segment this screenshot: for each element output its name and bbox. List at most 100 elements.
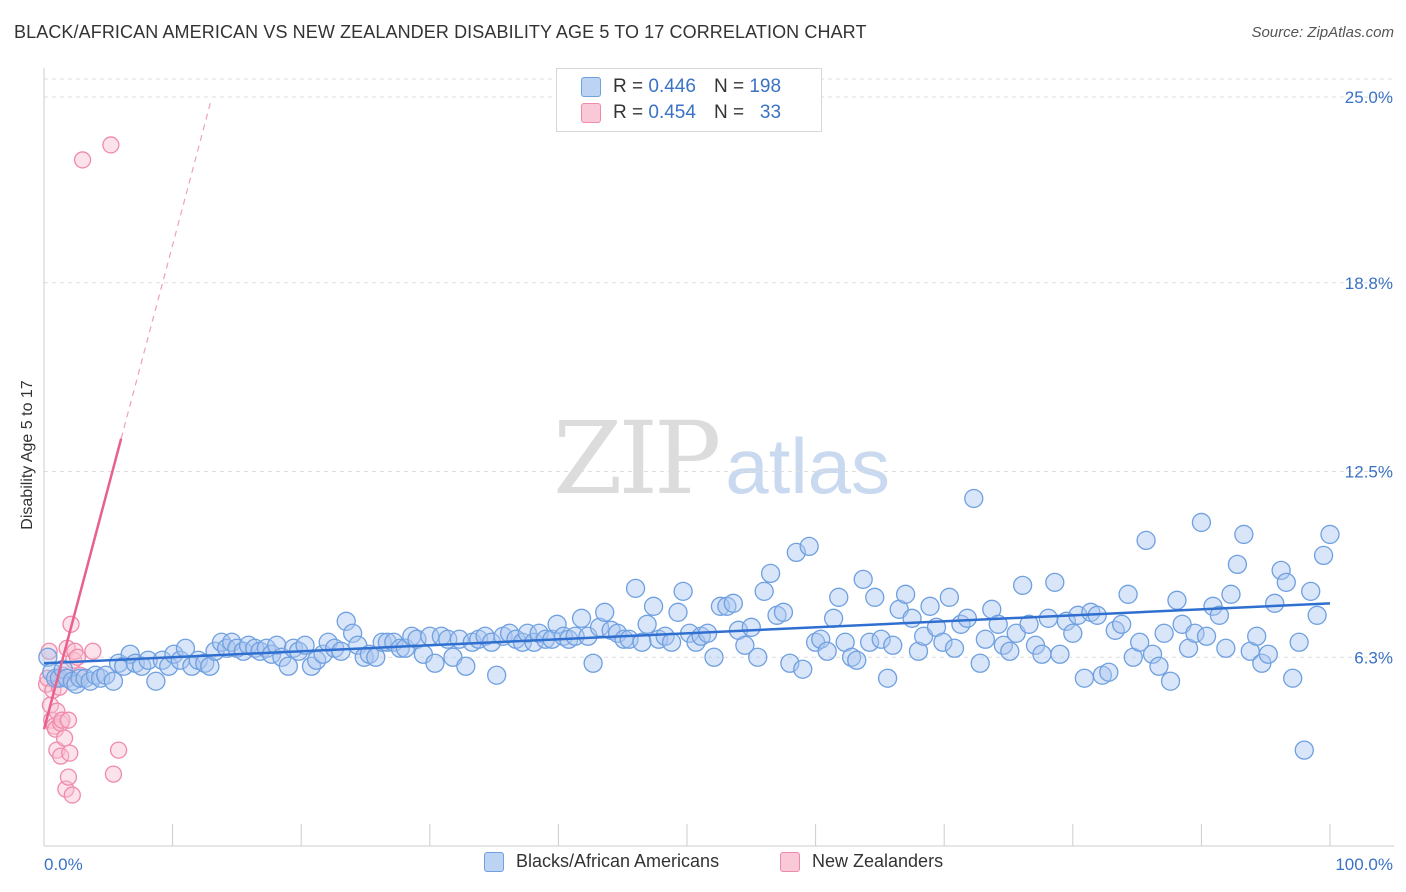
blue-point [871, 629, 891, 649]
blue-point [661, 632, 682, 652]
blue-point [1118, 584, 1138, 604]
blue-point [425, 653, 445, 673]
blue-point [1258, 644, 1278, 664]
pink-point [63, 786, 81, 804]
blue-point [1289, 632, 1309, 652]
blue-point [278, 656, 298, 676]
blue-point [773, 602, 794, 622]
blue-point [1142, 644, 1163, 664]
blue-point [1313, 545, 1334, 566]
blue-point [1045, 572, 1065, 593]
tick-labels: 6.3% 12.5% 18.8% 25.0% 0.0% 100.0% [44, 88, 1393, 874]
trend-line-pink [42, 438, 123, 730]
blue-point [146, 671, 166, 691]
blue-point [331, 641, 351, 661]
blue-point [964, 488, 984, 509]
blue-point [487, 665, 507, 685]
y-tick-label: 6.3% [1354, 648, 1393, 667]
blue-point [1000, 641, 1020, 661]
blue-point [754, 581, 774, 601]
blue-point [811, 629, 831, 649]
blue-point [301, 656, 322, 676]
legend-r-value: 0.446 [648, 76, 696, 97]
blue-point [1196, 626, 1217, 646]
blue-point [735, 635, 755, 655]
blue-point [799, 536, 819, 557]
chart-title: BLACK/AFRICAN AMERICAN VS NEW ZEALANDER … [14, 22, 867, 42]
blue-point [1019, 614, 1039, 634]
blue-point [1307, 605, 1327, 625]
pink-point [55, 729, 74, 747]
blue-point [1012, 575, 1033, 595]
blue-point [342, 623, 363, 643]
y-tick-label: 25.0% [1345, 88, 1393, 107]
legend-row-pink: R = 0.454 N = 33 [581, 101, 781, 125]
blue-point [1191, 512, 1212, 533]
blue-point [1038, 608, 1059, 628]
watermark: ZIP atlas [553, 400, 890, 517]
blue-point [1227, 554, 1248, 575]
chart-source: Source: ZipAtlas.com [1251, 24, 1394, 41]
blue-point [1301, 581, 1321, 601]
blue-point [823, 608, 844, 628]
blue-point [1283, 668, 1303, 688]
blue-point [970, 653, 990, 673]
blue-point [1294, 740, 1314, 760]
blue-point [632, 632, 652, 652]
blue-point [760, 563, 781, 584]
blue-point [1149, 656, 1169, 676]
watermark-atlas: atlas [725, 422, 891, 510]
blue-point [668, 602, 688, 622]
blue-point [1265, 593, 1285, 613]
blue-point [1130, 632, 1150, 652]
series-new-zealanders [37, 136, 128, 804]
blue-point [1247, 626, 1267, 646]
blue-point [793, 659, 813, 679]
blue-point [96, 665, 116, 685]
blue-point [637, 614, 657, 634]
legend-n-value: 198 [749, 76, 782, 97]
legend-swatch-blue [581, 77, 601, 97]
blue-point [85, 665, 106, 685]
trend-line-blue [43, 602, 1331, 665]
blue-point [853, 569, 873, 590]
blue-point [741, 617, 761, 637]
pink-point [61, 744, 79, 762]
blue-point [103, 671, 124, 691]
legend-swatch-pink [780, 851, 800, 872]
blue-point [908, 641, 929, 661]
series-blacks-african-americans [38, 488, 1340, 760]
blue-point [1160, 671, 1181, 691]
legend-n-value: 33 [759, 102, 782, 123]
legend-r-value: 0.454 [648, 102, 696, 123]
blue-point [547, 614, 567, 634]
pink-point [73, 151, 92, 169]
blue-point [829, 587, 849, 607]
pink-point [53, 711, 71, 729]
blue-point [1185, 623, 1205, 643]
pink-point [59, 711, 78, 729]
blue-point [1234, 524, 1254, 545]
blue-point [1221, 584, 1241, 604]
blue-point [673, 581, 693, 601]
legend-swatch-pink [581, 103, 601, 123]
blue-point [233, 641, 253, 661]
legend-label-blacks: Blacks/African Americans [516, 851, 720, 871]
legend-label-new-zealanders: New Zealanders [812, 851, 944, 871]
blue-point [944, 638, 965, 658]
x-tick-label: 100.0% [1335, 855, 1393, 874]
blue-point [1154, 623, 1174, 643]
blue-point [456, 656, 476, 676]
legend-n-label: N = [713, 76, 745, 97]
blue-point [200, 656, 220, 676]
blue-point [975, 629, 996, 649]
stats-legend: R = 0.446 N = 198 R = 0.454 N = 33 [556, 68, 822, 132]
blue-point [1063, 623, 1083, 643]
legend-item-blacks[interactable]: Blacks/African Americans [484, 851, 719, 872]
blue-point [704, 647, 724, 667]
blue-point [1074, 668, 1095, 688]
legend-n-label: N = [713, 102, 745, 123]
legend-item-new-zealanders[interactable]: New Zealanders [780, 851, 943, 872]
blue-point [877, 668, 898, 688]
